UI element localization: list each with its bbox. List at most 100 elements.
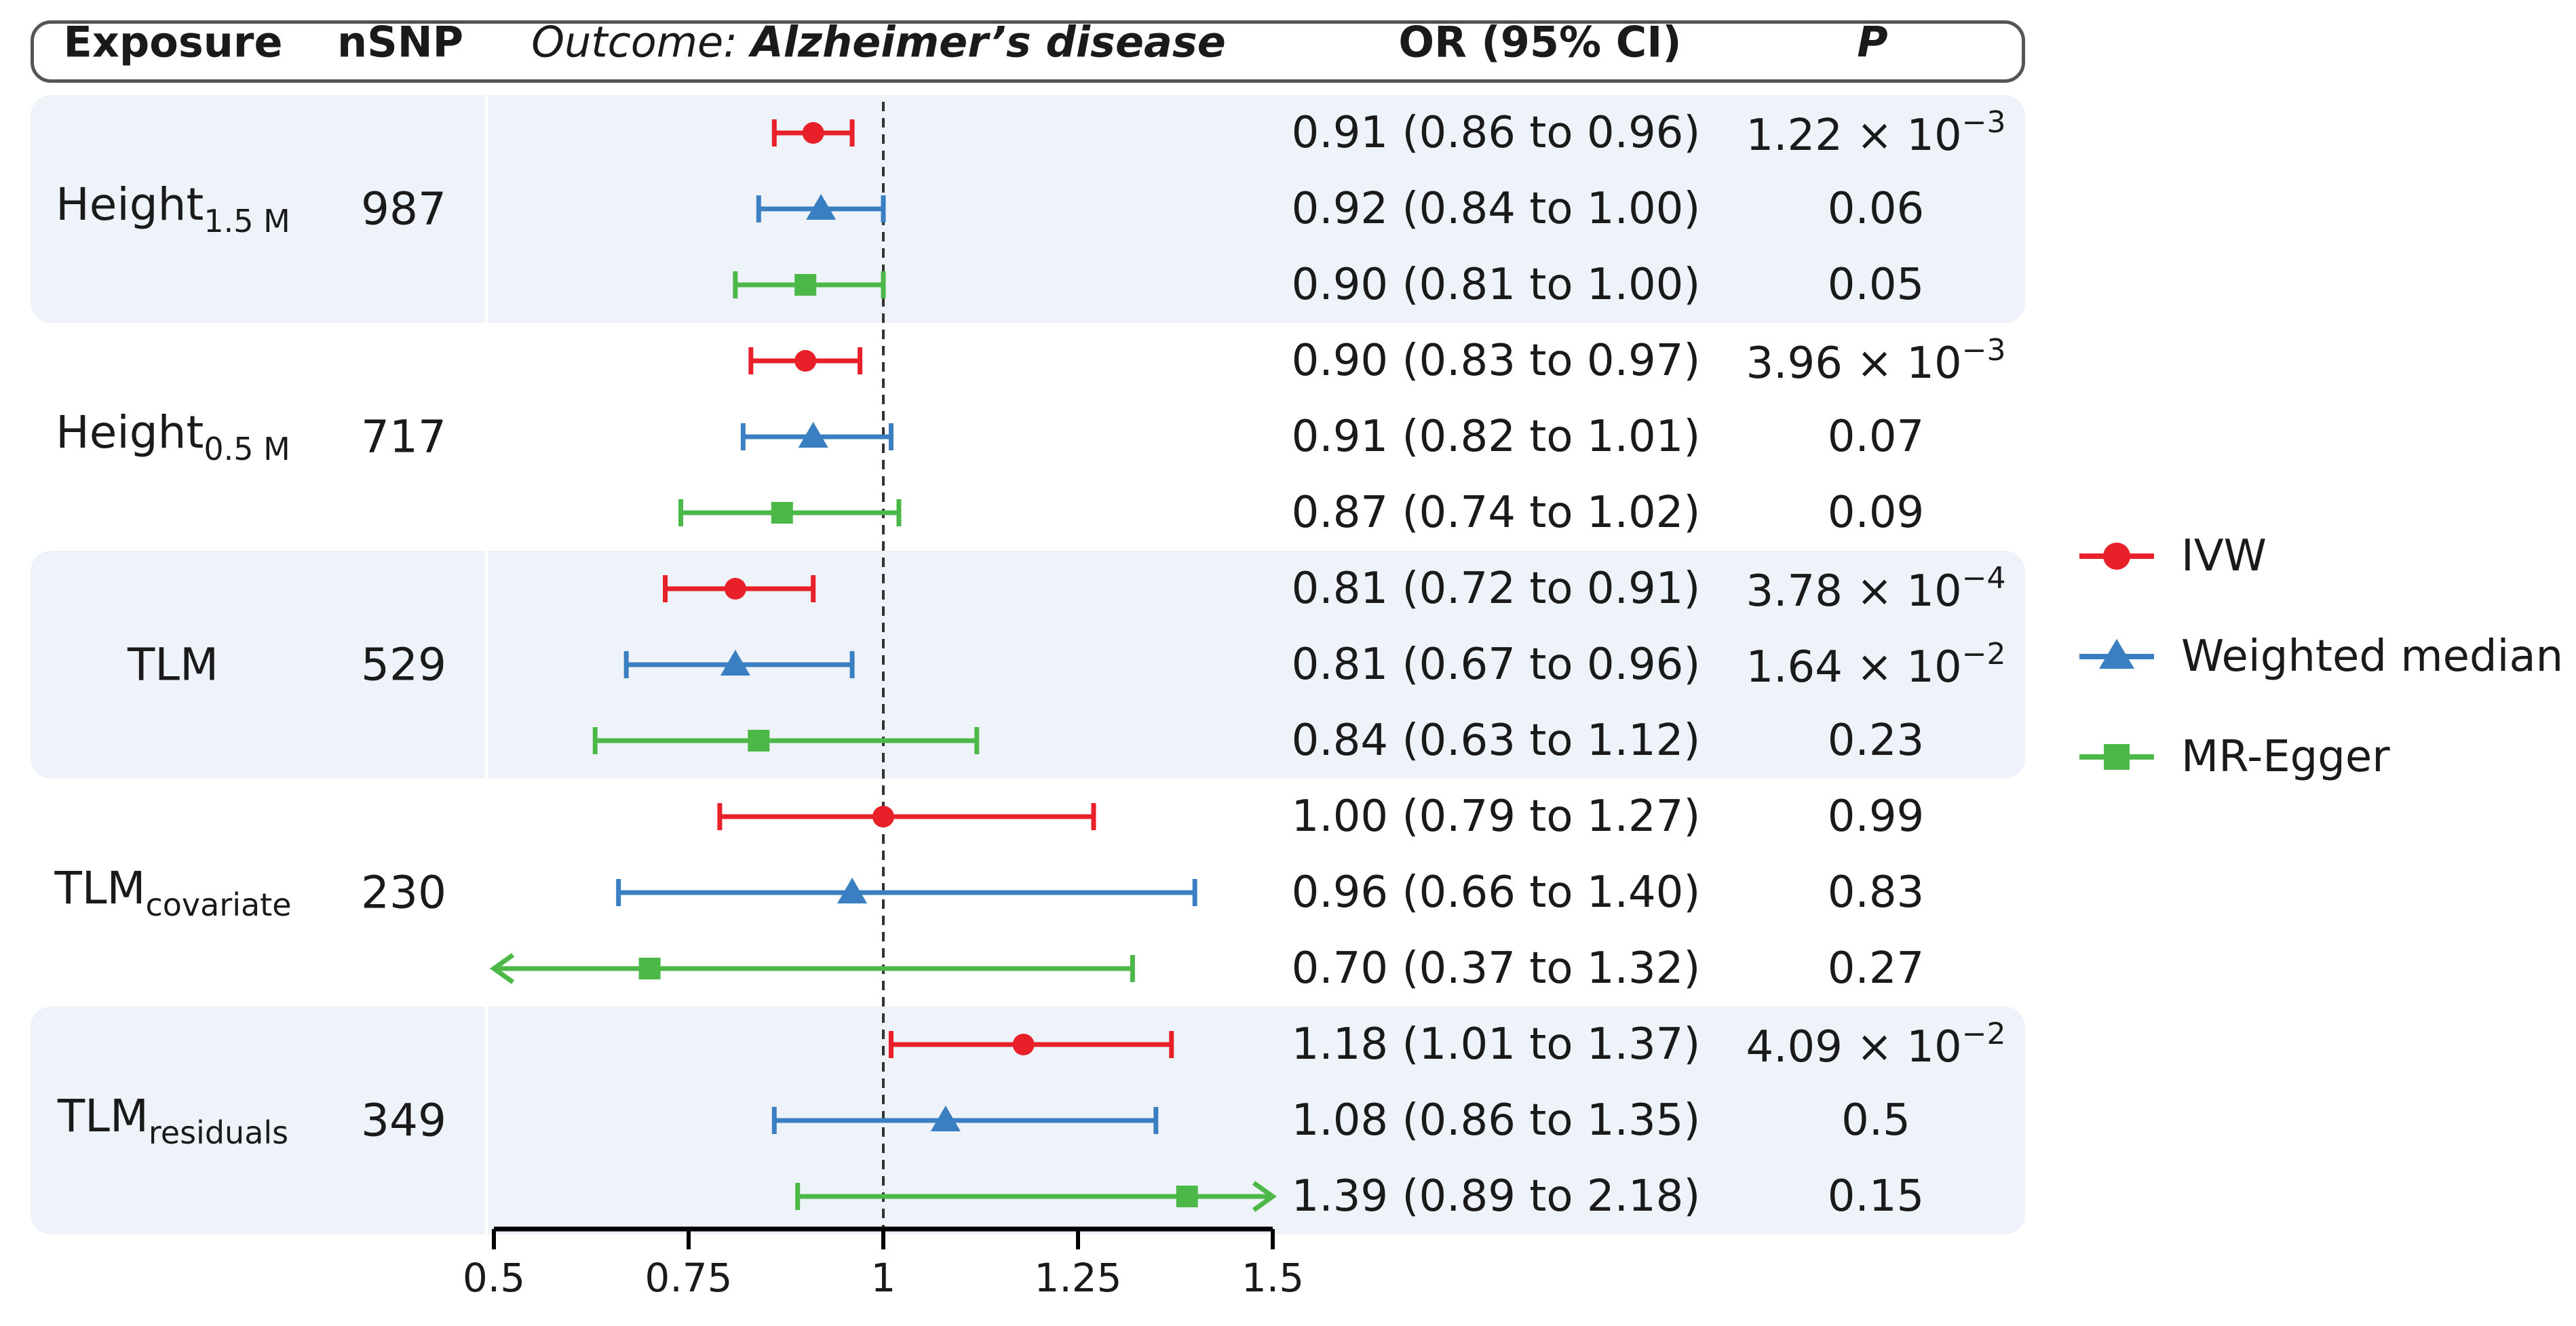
or-ci-value: 0.91 (0.86 to 0.96) bbox=[1291, 108, 1701, 158]
group-band bbox=[31, 551, 2025, 779]
p-value-exponent: −4 bbox=[1961, 561, 2006, 596]
column-divider bbox=[485, 95, 488, 1234]
ivw-point bbox=[1012, 1034, 1035, 1055]
p-value-exponent: −3 bbox=[1961, 333, 2006, 368]
p-value: 0.27 bbox=[1828, 943, 1925, 994]
p-value-main: 1.22 × 10 bbox=[1746, 111, 1962, 161]
p-value-main: 0.27 bbox=[1827, 943, 1925, 994]
or-ci-value: 0.81 (0.67 to 0.96) bbox=[1291, 640, 1701, 690]
or-ci-value: 1.00 (0.79 to 1.27) bbox=[1291, 792, 1701, 842]
legend-circle-icon bbox=[2103, 543, 2130, 570]
table-header bbox=[31, 20, 2025, 83]
header-p: P bbox=[1857, 17, 1888, 67]
legend-label: Weighted median bbox=[2181, 631, 2564, 682]
exposure-label: TLMresiduals bbox=[58, 1090, 288, 1151]
nsnp-value: 717 bbox=[361, 410, 446, 463]
mr-egger-point bbox=[771, 502, 793, 524]
mr-egger-point bbox=[638, 958, 661, 979]
or-ci-value: 0.70 (0.37 to 1.32) bbox=[1291, 943, 1701, 994]
exposure-name: TLM bbox=[54, 862, 146, 914]
exposure-subscript: 0.5 M bbox=[204, 431, 290, 467]
x-tick-label: 1.25 bbox=[1034, 1255, 1121, 1301]
exposure-name: Height bbox=[56, 406, 204, 459]
or-ci-value: 0.91 (0.82 to 1.01) bbox=[1291, 412, 1701, 462]
p-value-exponent: −2 bbox=[1961, 637, 2006, 671]
header-nsnp: nSNP bbox=[337, 17, 464, 67]
p-value-exponent: −2 bbox=[1961, 1017, 2006, 1051]
or-ci-value: 1.18 (1.01 to 1.37) bbox=[1291, 1019, 1701, 1070]
header-exposure: Exposure bbox=[63, 17, 283, 67]
p-value-main: 0.15 bbox=[1827, 1171, 1925, 1222]
or-ci-value: 1.08 (0.86 to 1.35) bbox=[1291, 1095, 1701, 1146]
or-ci-value: 0.84 (0.63 to 1.12) bbox=[1291, 716, 1701, 766]
weighted-median-point bbox=[806, 194, 837, 220]
x-tick-label: 1.5 bbox=[1242, 1255, 1304, 1301]
p-value: 0.15 bbox=[1828, 1171, 1925, 1222]
p-value-main: 0.99 bbox=[1827, 792, 1925, 842]
nsnp-value: 230 bbox=[361, 866, 446, 919]
p-value: 0.23 bbox=[1828, 716, 1925, 766]
nsnp-value: 529 bbox=[361, 638, 446, 691]
mr-egger-point bbox=[748, 730, 770, 752]
p-value: 0.05 bbox=[1828, 260, 1925, 310]
weighted-median-point bbox=[798, 422, 828, 448]
p-value-main: 3.78 × 10 bbox=[1746, 566, 1962, 617]
or-ci-value: 0.90 (0.83 to 0.97) bbox=[1291, 336, 1701, 386]
exposure-label: TLMcovariate bbox=[54, 862, 291, 923]
p-value-main: 0.05 bbox=[1827, 260, 1925, 310]
exposure-label: Height0.5 M bbox=[56, 406, 290, 467]
exposure-subscript: 1.5 M bbox=[204, 203, 290, 239]
p-value-main: 0.5 bbox=[1841, 1095, 1910, 1146]
p-value-main: 4.09 × 10 bbox=[1746, 1022, 1962, 1072]
or-ci-value: 0.96 (0.66 to 1.40) bbox=[1291, 867, 1701, 918]
ivw-point bbox=[872, 806, 894, 827]
header-or: OR (95% CI) bbox=[1398, 17, 1682, 67]
p-value-main: 1.64 × 10 bbox=[1746, 642, 1962, 693]
exposure-name: TLM bbox=[57, 1090, 149, 1142]
p-value: 4.09 × 10−2 bbox=[1746, 1017, 2005, 1072]
weighted-median-point bbox=[837, 878, 868, 903]
legend-label: IVW bbox=[2181, 531, 2267, 581]
ivw-point bbox=[794, 350, 817, 372]
p-value: 3.96 × 10−3 bbox=[1746, 333, 2005, 389]
mr-egger-point bbox=[794, 274, 817, 296]
exposure-name: Height bbox=[56, 178, 204, 231]
nsnp-value: 987 bbox=[361, 182, 446, 235]
legend-triangle-icon bbox=[2099, 639, 2134, 669]
or-ci-value: 0.87 (0.74 to 1.02) bbox=[1291, 488, 1701, 538]
exposure-label: Height1.5 M bbox=[56, 178, 290, 239]
legend-label: MR-Egger bbox=[2181, 732, 2390, 782]
p-value-main: 3.96 × 10 bbox=[1746, 338, 1962, 389]
ci-arrow-left bbox=[489, 953, 515, 984]
weighted-median-point bbox=[720, 650, 750, 676]
header-outcome-prefix: Outcome: bbox=[531, 17, 751, 67]
p-value-main: 0.07 bbox=[1827, 412, 1925, 462]
p-value: 0.83 bbox=[1828, 867, 1925, 918]
ivw-point bbox=[802, 122, 824, 144]
p-value: 1.64 × 10−2 bbox=[1746, 637, 2005, 693]
exposure-label: TLM bbox=[128, 639, 218, 691]
or-ci-value: 0.92 (0.84 to 1.00) bbox=[1291, 184, 1701, 234]
nsnp-value: 349 bbox=[361, 1094, 446, 1147]
p-value: 0.5 bbox=[1841, 1095, 1910, 1146]
legend-square-icon bbox=[2104, 744, 2130, 770]
p-value-main: 0.83 bbox=[1827, 867, 1925, 918]
ci-arrow-right bbox=[1252, 1181, 1277, 1212]
p-value: 0.99 bbox=[1828, 792, 1925, 842]
p-value: 0.06 bbox=[1828, 184, 1925, 234]
exposure-name: TLM bbox=[127, 638, 219, 691]
p-value: 1.22 × 10−3 bbox=[1746, 105, 2005, 161]
x-tick-label: 1 bbox=[871, 1255, 896, 1301]
p-value: 3.78 × 10−4 bbox=[1746, 561, 2005, 617]
p-value-exponent: −3 bbox=[1961, 105, 2006, 140]
p-value-main: 0.06 bbox=[1827, 184, 1925, 234]
p-value-main: 0.23 bbox=[1827, 716, 1925, 766]
weighted-median-point bbox=[930, 1106, 961, 1131]
p-value: 0.09 bbox=[1828, 488, 1925, 538]
x-tick-label: 0.5 bbox=[463, 1255, 525, 1301]
p-value-main: 0.09 bbox=[1827, 488, 1925, 538]
ivw-point bbox=[724, 578, 746, 600]
exposure-subscript: covariate bbox=[145, 886, 292, 923]
header-outcome: Outcome: Alzheimer’s disease bbox=[531, 18, 1226, 67]
